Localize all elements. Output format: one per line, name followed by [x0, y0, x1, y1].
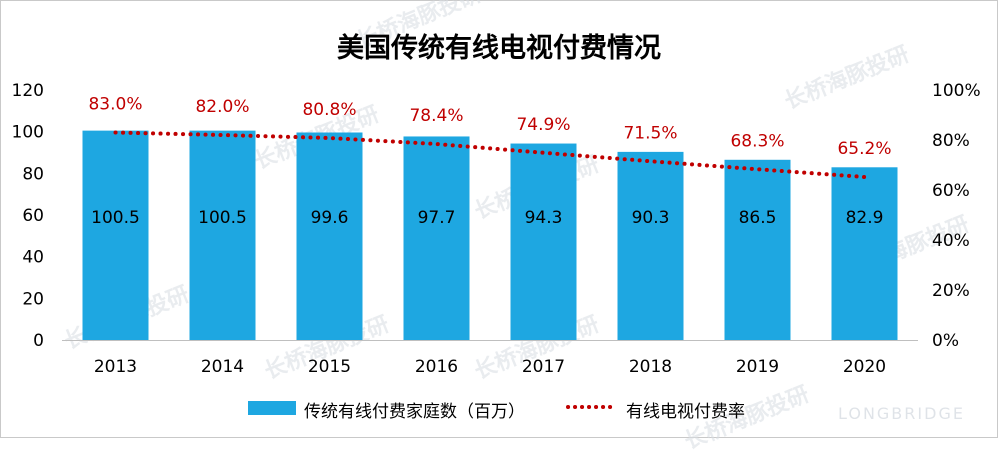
bar-2017 [510, 143, 577, 340]
rate-label: 68.3% [730, 131, 784, 151]
bar-2019 [724, 159, 791, 340]
x-tick-label: 2019 [736, 357, 779, 377]
x-tick-label: 2016 [415, 357, 458, 377]
chart-title: 美国传统有线电视付费情况 [337, 33, 661, 64]
bar-2018 [617, 151, 684, 340]
y-left-tick-label: 20 [22, 289, 44, 309]
legend-swatch-bar [248, 401, 296, 415]
bar-value-label: 100.5 [91, 208, 140, 228]
rate-label: 74.9% [516, 115, 570, 135]
bar-value-label: 99.6 [311, 208, 349, 228]
bar-value-label: 94.3 [525, 208, 563, 228]
y-right-tick-label: 20% [932, 281, 970, 301]
y-left-tick-label: 80 [22, 164, 44, 184]
legend-label-line: 有线电视付费率 [626, 402, 745, 422]
bar-value-label: 86.5 [739, 208, 777, 228]
y-right-tick-label: 80% [932, 131, 970, 151]
rate-label: 65.2% [837, 139, 891, 159]
y-left-tick-label: 40 [22, 248, 44, 268]
x-tick-label: 2013 [94, 357, 137, 377]
bar-2013 [82, 130, 149, 340]
bar-value-label: 82.9 [846, 208, 884, 228]
legend: 传统有线付费家庭数（百万） 有线电视付费率 [0, 396, 998, 422]
y-right-tick-label: 60% [932, 181, 970, 201]
y-left-tick-label: 120 [12, 81, 44, 101]
legend-swatch-line [566, 405, 618, 409]
bar-value-label: 100.5 [198, 208, 247, 228]
bar-value-label: 97.7 [418, 208, 456, 228]
rate-label: 78.4% [409, 106, 463, 126]
bar-2015 [296, 132, 363, 340]
rate-label: 83.0% [88, 95, 142, 115]
chart-plot: 2013 2014 2015 2016 2017 2018 2019 2020 0 20 40 60 8… [12, 81, 981, 377]
bar-2020 [831, 167, 898, 340]
y-right-tick-label: 100% [932, 81, 981, 101]
y-left-tick-label: 60 [22, 206, 44, 226]
rate-label: 82.0% [195, 97, 249, 117]
bar-2016 [403, 136, 470, 340]
legend-label-bar: 传统有线付费家庭数（百万） [304, 402, 525, 422]
y-left-tick-label: 0 [33, 331, 44, 351]
rate-label: 80.8% [302, 100, 356, 120]
rate-label: 71.5% [623, 123, 677, 143]
bar-value-label: 90.3 [632, 208, 670, 228]
y-right-tick-label: 40% [932, 231, 970, 251]
x-tick-label: 2020 [843, 357, 886, 377]
y-left-tick-label: 100 [12, 123, 44, 143]
x-tick-label: 2014 [201, 357, 244, 377]
x-tick-label: 2015 [308, 357, 351, 377]
watermark-en: LONGBRIDGE [838, 404, 965, 423]
y-right-tick-label: 0% [932, 331, 959, 351]
x-tick-label: 2017 [522, 357, 565, 377]
x-tick-label: 2018 [629, 357, 672, 377]
rate-line [113, 130, 867, 179]
bar-2014 [189, 130, 256, 340]
